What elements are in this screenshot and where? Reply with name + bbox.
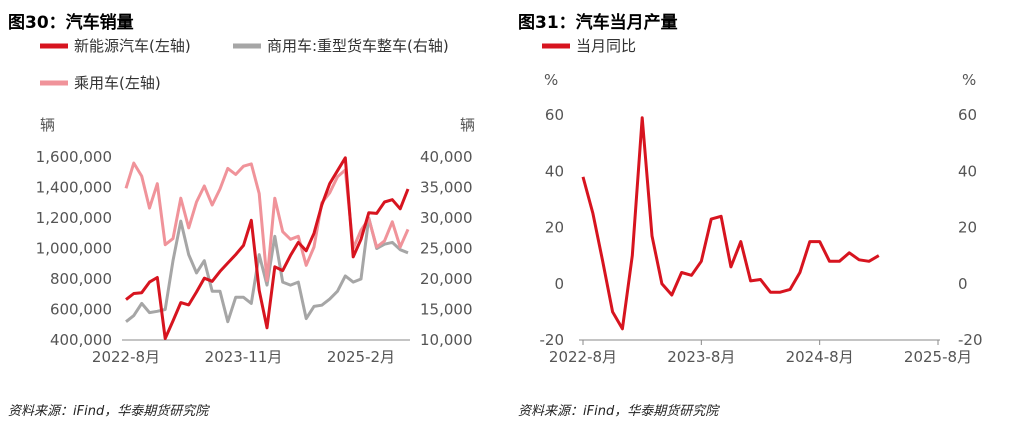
x-tick-label: 2024-8月 xyxy=(786,348,854,366)
chart-title: 图30：汽车销量 xyxy=(8,13,134,33)
chart-panel-car-production: 图31：汽车当月产量 当月同比%% -20 -20 0 0 20 20 40 40 60 60 202… xyxy=(510,0,1026,426)
x-tick-label: 2023-11月 xyxy=(205,348,283,366)
legend-label: 商用车:重型货车整车(右轴) xyxy=(267,37,449,55)
chart-panel-car-sales: 图30：汽车销量 新能源汽车(左轴) 商用车:重型货车整车(右轴) 乘用车(左轴) 辆… xyxy=(0,0,510,426)
y-left-unit: % xyxy=(544,71,558,89)
y-left-tick-label: 800,000 xyxy=(50,270,112,288)
y-left-tick-label: 60 xyxy=(545,106,564,124)
x-tick-label: 2022-8月 xyxy=(92,348,160,366)
y-left-tick-label: 1,400,000 xyxy=(36,179,112,197)
y-right-tick-label: 40,000 xyxy=(420,148,473,166)
y-left-tick-label: 1,600,000 xyxy=(36,148,112,166)
legend-label: 乘用车(左轴) xyxy=(74,74,161,92)
x-tick-label: 2023-8月 xyxy=(667,348,735,366)
y-right-tick-label: 20 xyxy=(958,219,977,237)
y-right-unit: 辆 xyxy=(460,116,475,134)
source-note: 资料来源：iFind，华泰期货研究院 xyxy=(518,404,719,419)
series-line-2 xyxy=(124,161,410,282)
y-right-tick-label: 20,000 xyxy=(420,270,473,288)
y-left-tick-label: 600,000 xyxy=(50,301,112,319)
y-right-tick-label: -20 xyxy=(958,331,983,349)
y-right-tick-label: 10,000 xyxy=(420,331,473,349)
legend-label: 新能源汽车(左轴) xyxy=(74,37,191,55)
series-line-0 xyxy=(581,116,880,331)
car-production-chart: 当月同比% % -20 -20 0 0 20 20 40 40 60 60 2022-8月 2023-8月… xyxy=(540,37,983,366)
y-left-tick-label: 1,200,000 xyxy=(36,209,112,227)
y-left-unit: 辆 xyxy=(40,116,55,134)
y-right-tick-label: 30,000 xyxy=(420,209,473,227)
legend-label: 当月同比 xyxy=(576,37,636,55)
y-left-tick-label: 0 xyxy=(554,275,564,293)
x-tick-label: 2022-8月 xyxy=(549,348,617,366)
series-line-0 xyxy=(125,156,410,340)
y-right-tick-label: 40 xyxy=(958,162,977,180)
x-tick-label: 2025-2月 xyxy=(327,348,395,366)
y-right-tick-label: 35,000 xyxy=(420,179,473,197)
y-right-tick-label: 60 xyxy=(958,106,977,124)
x-tick-label: 2025-8月 xyxy=(904,348,972,366)
series-line-1 xyxy=(125,216,409,324)
y-left-tick-label: -20 xyxy=(540,331,565,349)
y-left-tick-label: 1,000,000 xyxy=(36,240,112,258)
y-right-unit: % xyxy=(962,71,976,89)
source-note: 资料来源：iFind，华泰期货研究院 xyxy=(8,404,209,419)
y-right-tick-label: 25,000 xyxy=(420,240,473,258)
y-right-tick-label: 0 xyxy=(958,275,968,293)
y-left-tick-label: 20 xyxy=(545,219,564,237)
chart-title: 图31：汽车当月产量 xyxy=(518,13,678,33)
y-left-tick-label: 400,000 xyxy=(50,331,112,349)
y-right-tick-label: 15,000 xyxy=(420,301,473,319)
car-sales-chart: 新能源汽车(左轴) 商用车:重型货车整车(右轴) 乘用车(左轴) 辆 辆 400,000 6… xyxy=(36,37,475,366)
y-left-tick-label: 40 xyxy=(545,162,564,180)
